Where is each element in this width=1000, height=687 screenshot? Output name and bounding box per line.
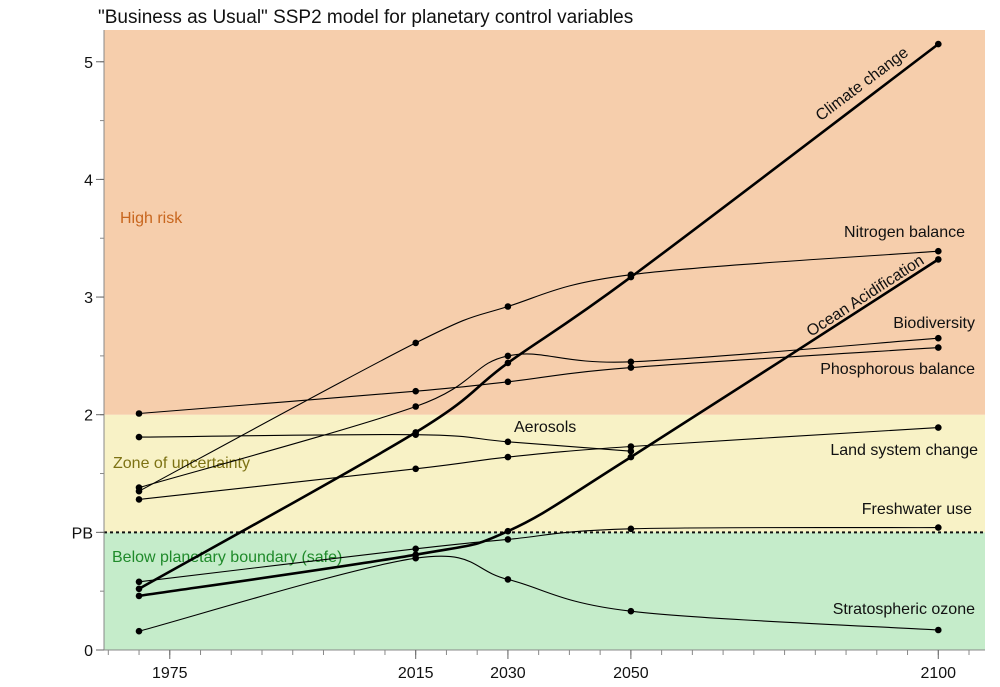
data-point	[412, 387, 420, 395]
data-point	[504, 352, 512, 360]
series-label: Land system change	[830, 442, 978, 459]
data-point	[627, 607, 635, 615]
data-point	[135, 585, 143, 593]
data-point	[627, 358, 635, 366]
data-point	[504, 536, 512, 543]
series-line	[138, 434, 631, 452]
series-label: Freshwater use	[862, 501, 972, 518]
x-tick-label: 2030	[490, 665, 526, 682]
data-point	[627, 525, 635, 533]
zone-label: Below planetary boundary (safe)	[112, 549, 342, 566]
data-point	[412, 339, 420, 347]
series-label: Biodiversity	[893, 315, 975, 332]
data-point	[935, 40, 942, 48]
data-point	[412, 465, 420, 473]
data-point	[627, 271, 635, 279]
data-point	[135, 496, 143, 503]
data-point	[627, 453, 635, 461]
data-point	[935, 344, 942, 351]
data-point	[504, 453, 512, 461]
zone-band	[104, 30, 985, 415]
x-tick-label: 2100	[920, 665, 956, 682]
zones	[104, 30, 985, 650]
series-line	[138, 43, 940, 590]
data-point	[412, 403, 420, 410]
data-point	[504, 303, 512, 310]
data-point	[935, 247, 942, 255]
y-tick-label: 3	[84, 290, 93, 307]
zone-label: High risk	[120, 210, 183, 227]
series-label: Phosphorous balance	[820, 361, 975, 378]
y-tick-label: PB	[72, 525, 93, 542]
data-point	[135, 484, 143, 491]
series-label: Nitrogen balance	[844, 224, 965, 241]
data-point	[504, 576, 512, 583]
series-line	[138, 258, 940, 598]
data-point	[627, 443, 635, 450]
data-point	[135, 627, 143, 635]
data-point	[135, 410, 143, 417]
data-point	[504, 378, 512, 386]
data-point	[627, 364, 635, 371]
data-point	[627, 447, 635, 455]
data-point	[935, 256, 942, 263]
y-tick-label: 5	[84, 55, 93, 72]
data-point	[135, 592, 143, 600]
data-point	[504, 438, 512, 446]
chart-title: "Business as Usual" SSP2 model for plane…	[98, 7, 633, 28]
data-point	[935, 424, 942, 431]
zone-label: Zone of uncertainty	[113, 455, 250, 472]
zone-labels: Below planetary boundary (safe) Zone of u…	[112, 210, 342, 566]
data-point	[412, 554, 420, 562]
data-point	[412, 545, 420, 553]
data-point	[935, 334, 942, 342]
data-point	[504, 527, 512, 535]
series-label: Aerosols	[514, 419, 576, 436]
x-tick-label: 2015	[398, 665, 434, 682]
data-point	[935, 524, 942, 531]
x-tick-label: 1975	[152, 665, 188, 682]
series-label: Stratospheric ozone	[833, 601, 975, 618]
data-point	[135, 578, 143, 586]
axes: 0 PB 2 3 4 5 1975 2015 2030 2050 2100	[72, 30, 985, 682]
data-point	[135, 433, 143, 441]
y-tick-label: 2	[84, 408, 93, 425]
data-point	[935, 626, 942, 634]
y-tick-label: 0	[84, 643, 93, 660]
series	[135, 40, 942, 635]
data-point	[504, 359, 512, 367]
y-tick-label: 4	[84, 172, 93, 189]
data-point	[412, 431, 420, 439]
x-tick-label: 2050	[613, 665, 649, 682]
